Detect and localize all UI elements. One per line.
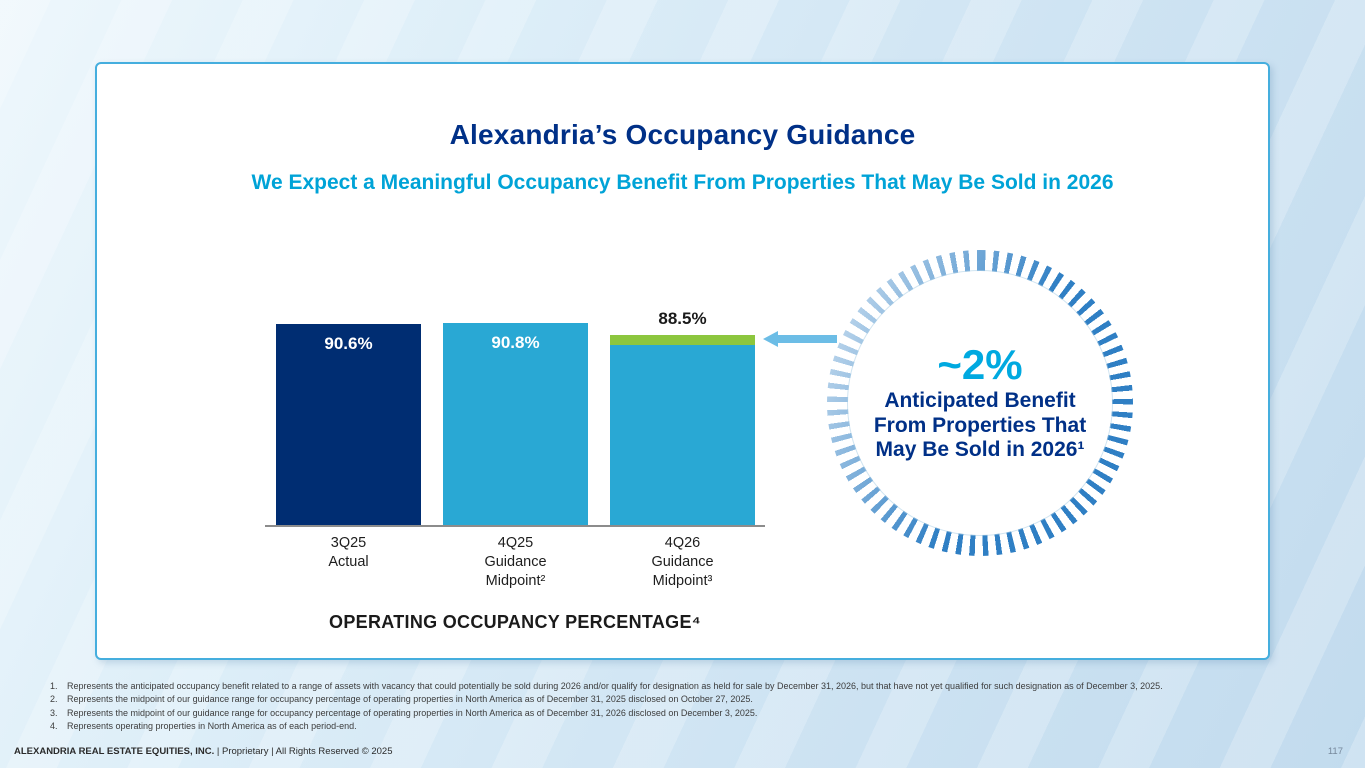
footer-company: ALEXANDRIA REAL ESTATE EQUITIES, INC. xyxy=(14,746,215,757)
footnote-text: Represents the midpoint of our guidance … xyxy=(67,707,758,718)
benefit-callout-circle: ~2% Anticipated Benefit From Properties … xyxy=(827,250,1133,556)
footnote-item: 2. Represents the midpoint of our guidan… xyxy=(50,693,1305,706)
bar xyxy=(610,334,755,526)
footnote-item: 1. Represents the anticipated occupancy … xyxy=(50,680,1305,693)
x-axis-title: OPERATING OCCUPANCY PERCENTAGE⁴ xyxy=(329,612,701,632)
left-arrow-icon xyxy=(763,331,837,347)
footnote-text: Represents the midpoint of our guidance … xyxy=(67,694,753,705)
footnote-item: 4. Represents operating properties in No… xyxy=(50,720,1305,733)
slide-title: Alexandria’s Occupancy Guidance xyxy=(449,119,916,150)
bar-value-label: 90.6% xyxy=(324,333,373,353)
benefit-headline: ~2% xyxy=(937,340,1023,388)
benefit-callout-content: ~2% Anticipated Benefit From Properties … xyxy=(848,271,1112,535)
bar-value-label: 88.5% xyxy=(658,308,707,328)
benefit-segment xyxy=(610,334,755,346)
slide-subtitle: We Expect a Meaningful Occupancy Benefit… xyxy=(251,171,1114,194)
footnote-text: Represents the anticipated occupancy ben… xyxy=(67,681,1163,691)
footnotes: 1. Represents the anticipated occupancy … xyxy=(50,680,1305,734)
footnote-number: 4. xyxy=(50,721,58,732)
footnote-number: 1. xyxy=(50,681,58,691)
x-axis-line xyxy=(265,525,765,527)
bar: 90.6% xyxy=(276,323,421,526)
bar-category-label: 4Q25 Guidance Midpoint² xyxy=(484,535,547,589)
footer-copyright: ALEXANDRIA REAL ESTATE EQUITIES, INC. | … xyxy=(14,746,393,757)
bar-category-label: 3Q25 Actual xyxy=(328,535,369,570)
page-number: 117 xyxy=(1327,746,1343,757)
slide-card: Alexandria’s Occupancy Guidance We Expec… xyxy=(95,62,1270,660)
footnote-text: Represents operating properties in North… xyxy=(67,721,357,732)
footer-rights: | Proprietary | All Rights Reserved © 20… xyxy=(214,746,393,757)
footnote-number: 3. xyxy=(50,707,58,718)
footnote-item: 3. Represents the midpoint of our guidan… xyxy=(50,707,1305,720)
bar-category-label: 4Q26 Guidance Midpoint³ xyxy=(651,535,714,589)
footnote-number: 2. xyxy=(50,694,58,705)
category-labels: 3Q25 Actual 4Q25 Guidance Midpoint² 4Q26 Guida… xyxy=(265,534,765,604)
arrow-shaft xyxy=(777,335,837,343)
bar-value-label: 90.8% xyxy=(491,332,540,352)
bar-chart: 90.6% 90.8% 88.5% xyxy=(265,64,765,526)
bar: 90.8% xyxy=(443,322,588,526)
benefit-body: Anticipated Benefit From Properties That… xyxy=(873,388,1087,462)
arrow-head xyxy=(763,331,778,347)
